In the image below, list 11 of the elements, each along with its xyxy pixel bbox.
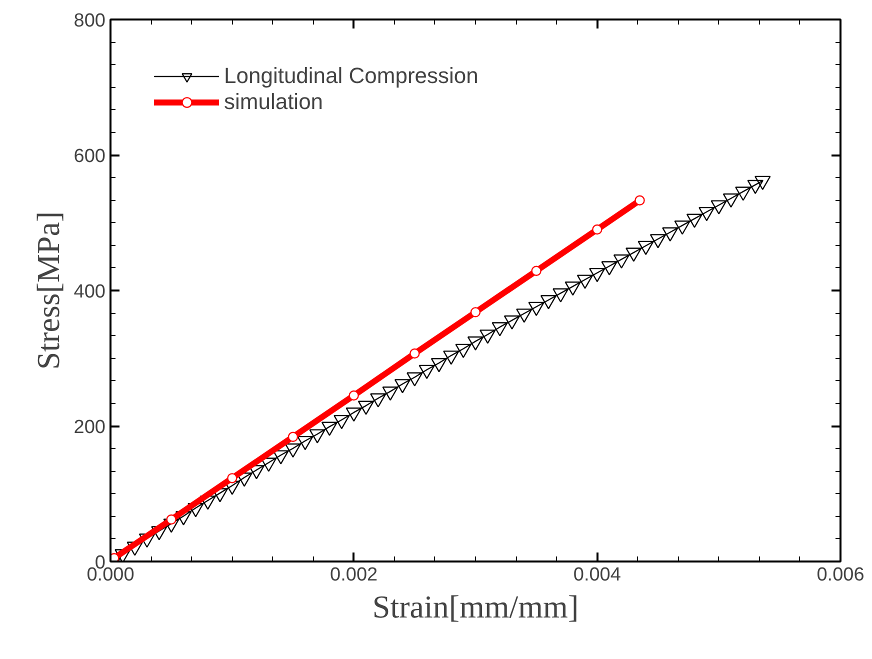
x-tick-label: 0.006 (816, 564, 864, 586)
x-tick-label: 0.002 (330, 564, 378, 586)
legend-label: Longitudinal Compression (224, 63, 478, 89)
x-tick-label: 0.004 (573, 564, 622, 586)
y-tick-label: 800 (74, 10, 106, 32)
y-tick-label: 200 (74, 417, 106, 438)
y-tick-label: 400 (74, 282, 106, 302)
x-axis-title: Strain[mm/mm] (372, 588, 579, 624)
y-axis-title: Stress[MPa] (30, 211, 66, 370)
y-tick-label: 600 (74, 146, 106, 167)
legend-label: simulation (224, 89, 324, 115)
